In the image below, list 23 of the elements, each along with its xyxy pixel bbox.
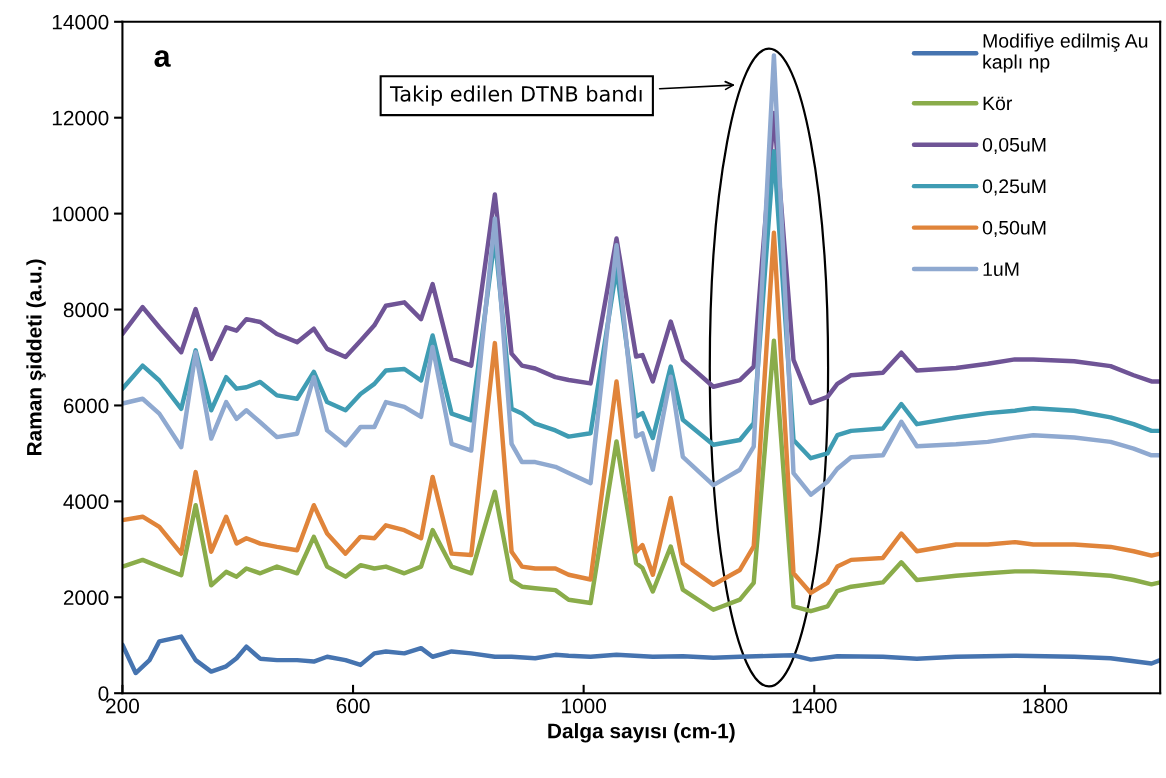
annotation: Takip edilen DTNB bandı	[389, 85, 642, 106]
y-tick-label: 4000	[63, 494, 109, 510]
y-tick-label: 12000	[52, 110, 109, 126]
legend-label: Modifiye edilmiş Au kaplı np	[983, 33, 1148, 73]
y-tick-label: 2000	[63, 590, 109, 606]
line-series	[122, 338, 1161, 614]
legend-label: 0,25uM	[982, 179, 1046, 196]
y-tick-label: 8000	[63, 302, 109, 318]
x-tick-label: 1800	[1023, 698, 1068, 714]
line-series	[122, 634, 1161, 676]
y-axis-title: Raman şiddeti (a.u.)	[26, 259, 46, 456]
legend-label: Kör	[983, 96, 1013, 111]
y-tick-label: 14000	[52, 14, 109, 30]
y-tick-label: 6000	[63, 398, 109, 414]
x-tick-label: 600	[336, 698, 370, 714]
legend-label: 0,50uM	[982, 220, 1046, 237]
x-tick-label: 1000	[562, 698, 607, 714]
legend-label: 1uM	[983, 262, 1019, 277]
y-tick-label: 10000	[52, 206, 109, 222]
x-tick-label: 1400	[792, 698, 837, 714]
annotation: a	[154, 50, 171, 67]
legend-label: 0,05uM	[982, 137, 1046, 154]
x-axis-title: Dalga sayısı (cm-1)	[548, 723, 735, 743]
